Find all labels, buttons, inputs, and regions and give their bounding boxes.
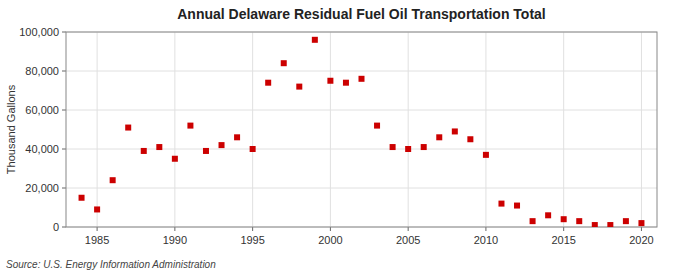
point (530, 218, 536, 224)
point (374, 123, 380, 129)
grid (66, 32, 657, 227)
point (110, 177, 116, 183)
point (94, 206, 100, 212)
point (592, 222, 598, 227)
point (172, 156, 178, 162)
point (514, 203, 520, 209)
point (483, 152, 489, 158)
chart-svg: 0 20,000 40,000 60,000 80,000 100,000 1985 1990… (0, 0, 675, 275)
y-tick-label: 60,000 (25, 104, 59, 116)
point (452, 128, 458, 134)
point (327, 78, 333, 84)
x-tick (97, 227, 98, 231)
x-tick (252, 227, 253, 231)
point (156, 144, 162, 150)
y-grid-line (66, 188, 657, 189)
y-axis-label: Thousand Gallons (5, 84, 17, 174)
point (265, 80, 271, 86)
point (405, 146, 411, 152)
point (343, 80, 349, 86)
chart-container: 0 20,000 40,000 60,000 80,000 100,000 1985 1990… (0, 0, 675, 275)
x-tick-label: 1990 (163, 234, 187, 246)
x-grid-line (97, 32, 98, 227)
point (421, 144, 427, 150)
x-tick-label: 2015 (551, 234, 575, 246)
y-grid-line (66, 71, 657, 72)
y-tick (62, 71, 66, 72)
x-grid-line (485, 32, 486, 227)
point (561, 216, 567, 222)
y-tick (62, 110, 66, 111)
point (219, 142, 225, 148)
y-tick (62, 32, 66, 33)
x-grid-line (252, 32, 253, 227)
point (467, 136, 473, 142)
point (359, 76, 365, 82)
x-grid-line (174, 32, 175, 227)
x-grid-line (408, 32, 409, 227)
point (390, 144, 396, 150)
source-note: Source: U.S. Energy Information Administ… (6, 259, 216, 270)
point (250, 146, 256, 152)
x-tick-label: 1995 (240, 234, 264, 246)
point (125, 125, 131, 131)
x-tick (563, 227, 564, 231)
x-tick (408, 227, 409, 231)
x-tick (485, 227, 486, 231)
point (234, 134, 240, 140)
point (296, 84, 302, 90)
axes: 0 20,000 40,000 60,000 80,000 100,000 1985 1990… (19, 26, 657, 246)
y-tick (62, 188, 66, 189)
point (141, 148, 147, 154)
x-tick (330, 227, 331, 231)
point (312, 37, 318, 43)
y-grid-line (66, 110, 657, 111)
point (187, 123, 193, 129)
y-grid-line (66, 149, 657, 150)
point (436, 134, 442, 140)
title: Annual Delaware Residual Fuel Oil Transp… (177, 6, 545, 22)
y-tick-label: 0 (53, 221, 59, 233)
point (607, 222, 613, 227)
x-grid-line (330, 32, 331, 227)
plot-frame (66, 32, 657, 227)
x-tick-label: 2010 (474, 234, 498, 246)
y-tick-label: 80,000 (25, 65, 59, 77)
point (638, 220, 644, 226)
point (281, 60, 287, 66)
point (623, 218, 629, 224)
x-tick (174, 227, 175, 231)
x-tick-label: 2020 (629, 234, 653, 246)
x-tick-label: 2000 (318, 234, 342, 246)
point (576, 218, 582, 224)
points (79, 37, 645, 227)
point (79, 195, 85, 201)
y-tick (62, 149, 66, 150)
y-tick-label: 100,000 (19, 26, 59, 38)
point (545, 212, 551, 218)
x-grid-line (563, 32, 564, 227)
y-tick (62, 227, 66, 228)
x-tick-label: 1985 (85, 234, 109, 246)
x-grid-line (641, 32, 642, 227)
x-tick (641, 227, 642, 231)
point (498, 201, 504, 207)
y-tick-label: 20,000 (25, 182, 59, 194)
y-tick-label: 40,000 (25, 143, 59, 155)
x-tick-label: 2005 (396, 234, 420, 246)
point (203, 148, 209, 154)
